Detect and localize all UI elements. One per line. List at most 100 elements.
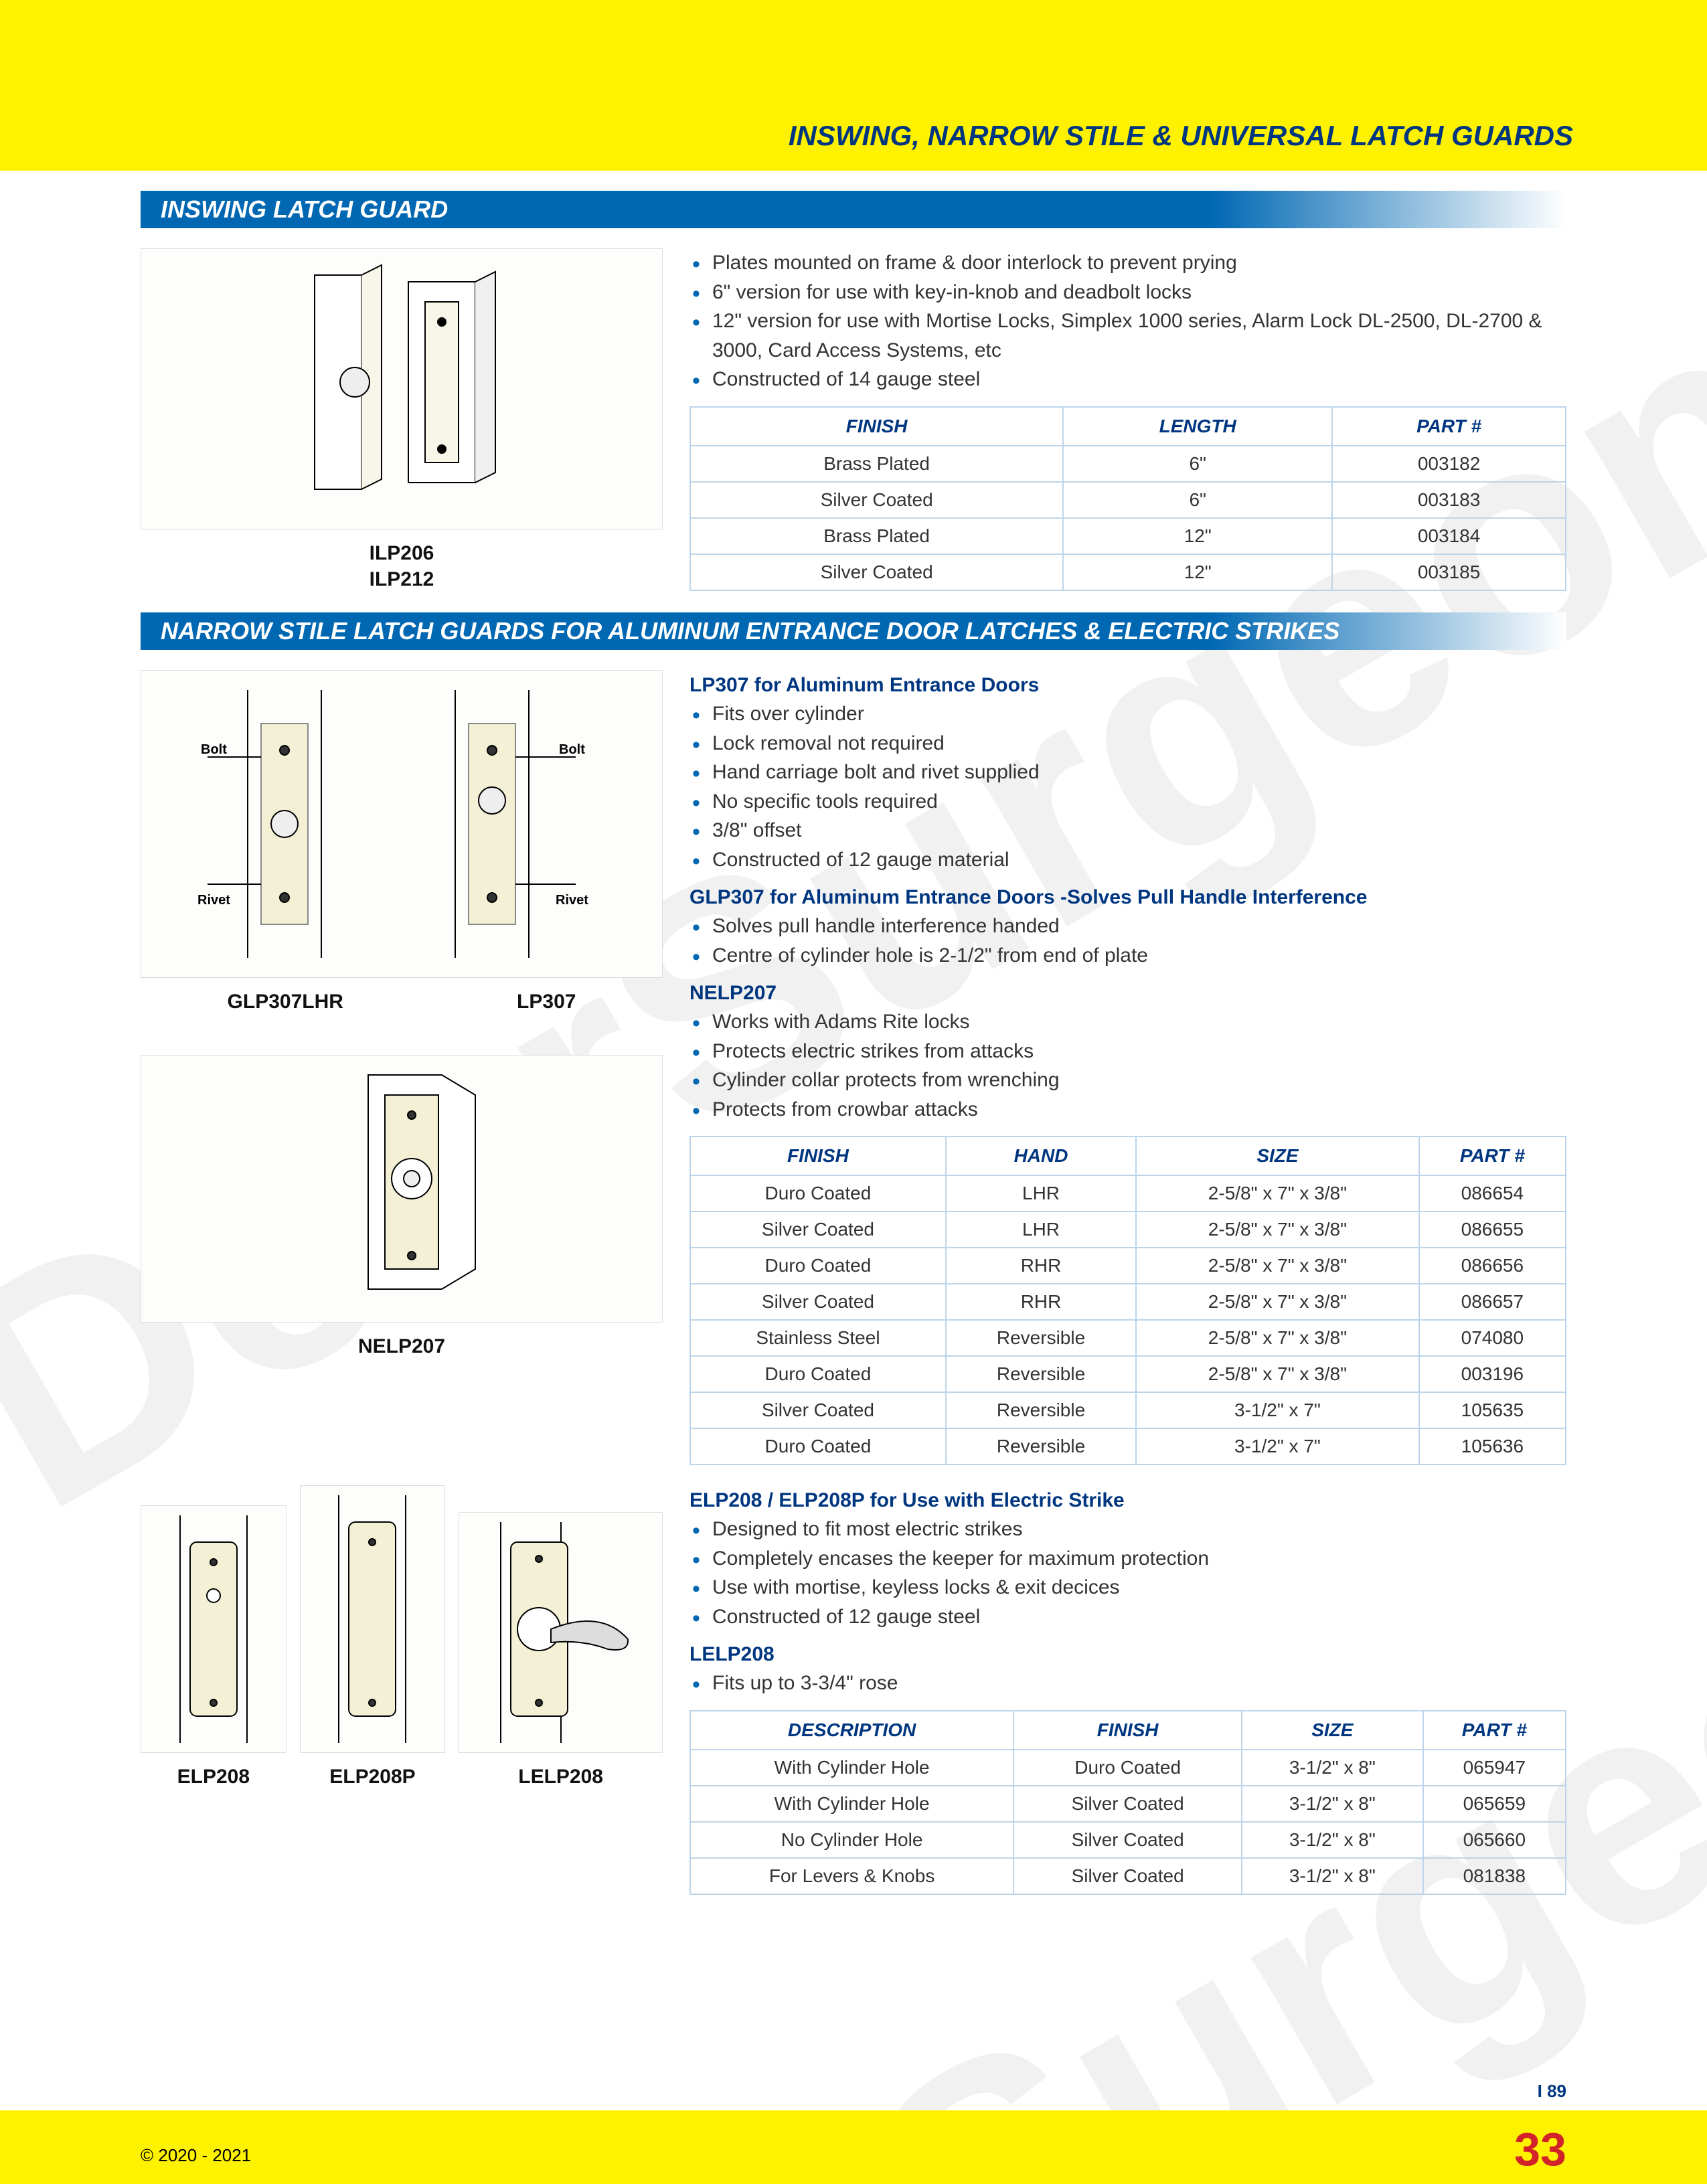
bullet-item: Fits over cylinder [689, 699, 1566, 729]
table-header: PART # [1332, 407, 1566, 446]
table-row: With Cylinder HoleSilver Coated3-1/2" x … [690, 1786, 1566, 1822]
table-cell: RHR [946, 1248, 1136, 1284]
table-cell: Brass Plated [690, 446, 1063, 482]
table-cell: 6" [1063, 482, 1332, 518]
bullet-item: Protects from crowbar attacks [689, 1095, 1566, 1124]
table-cell: 2-5/8" x 7" x 3/8" [1136, 1320, 1419, 1356]
table-cell: 105635 [1419, 1392, 1566, 1428]
table-row: Brass Plated12"003184 [690, 518, 1566, 554]
bullet-item: Designed to fit most electric strikes [689, 1515, 1566, 1544]
footer-bar: I 89 © 2020 - 2021 33 [0, 2110, 1707, 2184]
diagram-label: NELP207 [141, 1333, 663, 1359]
footer-page-number: 33 [1514, 2122, 1566, 2176]
diagram-label-text: LELP208 [459, 1764, 663, 1790]
diagram-nelp [141, 1055, 663, 1323]
spec-table-narrow1: FINISH HAND SIZE PART # Duro CoatedLHR2-… [689, 1136, 1566, 1465]
table-header: SIZE [1136, 1137, 1419, 1175]
table-cell: With Cylinder Hole [690, 1786, 1013, 1822]
diagram-label: GLP307LHR LP307 [141, 989, 663, 1015]
table-cell: Stainless Steel [690, 1320, 946, 1356]
table-cell: 105636 [1419, 1428, 1566, 1464]
diagram-label-text: ELP208P [300, 1764, 446, 1790]
diagram-ilp [141, 248, 663, 529]
table-cell: 086656 [1419, 1248, 1566, 1284]
subheading: LELP208 [689, 1643, 1566, 1666]
table-cell: 12" [1063, 518, 1332, 554]
table-cell: Reversible [946, 1392, 1136, 1428]
table-cell: 081838 [1423, 1858, 1566, 1894]
svg-text:Bolt: Bolt [201, 742, 227, 757]
bullet-item: Works with Adams Rite locks [689, 1007, 1566, 1037]
table-cell: 065659 [1423, 1786, 1566, 1822]
bullet-item: Protects electric strikes from attacks [689, 1037, 1566, 1066]
table-cell: 3-1/2" x 8" [1242, 1750, 1423, 1786]
svg-text:Bolt: Bolt [559, 742, 585, 757]
bullet-item: Completely encases the keeper for maximu… [689, 1544, 1566, 1574]
table-cell: Silver Coated [1013, 1786, 1242, 1822]
table-row: Brass Plated6"003182 [690, 446, 1566, 482]
bullet-list: Plates mounted on frame & door interlock… [689, 248, 1566, 394]
table-cell: Silver Coated [690, 1211, 946, 1248]
table-row: No Cylinder HoleSilver Coated3-1/2" x 8"… [690, 1822, 1566, 1858]
table-cell: 003182 [1332, 446, 1566, 482]
table-header: FINISH [690, 1137, 946, 1175]
diagram-glp-lp: Bolt Rivet Bolt Rivet [141, 670, 663, 978]
table-cell: Silver Coated [690, 554, 1063, 590]
table-row: Duro CoatedReversible2-5/8" x 7" x 3/8"0… [690, 1356, 1566, 1392]
bullet-list: Solves pull handle interference handed C… [689, 912, 1566, 970]
table-cell: Silver Coated [1013, 1822, 1242, 1858]
table-header: FINISH [1013, 1711, 1242, 1750]
table-cell: Reversible [946, 1356, 1136, 1392]
diagram-label-text: GLP307LHR [228, 989, 343, 1015]
svg-text:Rivet: Rivet [556, 893, 588, 908]
table-cell: 065660 [1423, 1822, 1566, 1858]
table-cell: Silver Coated [690, 1392, 946, 1428]
table-row: Stainless SteelReversible2-5/8" x 7" x 3… [690, 1320, 1566, 1356]
table-row: Duro CoatedLHR2-5/8" x 7" x 3/8"086654 [690, 1175, 1566, 1211]
table-row: Silver Coated6"003183 [690, 482, 1566, 518]
table-row: Silver CoatedRHR2-5/8" x 7" x 3/8"086657 [690, 1284, 1566, 1320]
bullet-item: Constructed of 14 gauge steel [689, 365, 1566, 394]
diagram-lelp208 [459, 1512, 663, 1753]
table-cell: Duro Coated [1013, 1750, 1242, 1786]
table-cell: For Levers & Knobs [690, 1858, 1013, 1894]
table-row: Duro CoatedRHR2-5/8" x 7" x 3/8"086656 [690, 1248, 1566, 1284]
section-heading-label: INSWING LATCH GUARD [161, 195, 448, 224]
table-row: For Levers & KnobsSilver Coated3-1/2" x … [690, 1858, 1566, 1894]
section-heading-narrow: NARROW STILE LATCH GUARDS FOR ALUMINUM E… [141, 612, 1566, 650]
table-row: Silver CoatedReversible3-1/2" x 7"105635 [690, 1392, 1566, 1428]
bullet-item: Centre of cylinder hole is 2-1/2" from e… [689, 941, 1566, 971]
diagram-label-text: ILP206 [141, 540, 663, 566]
table-header: DESCRIPTION [690, 1711, 1013, 1750]
table-cell: 3-1/2" x 8" [1242, 1822, 1423, 1858]
table-cell: Duro Coated [690, 1175, 946, 1211]
table-cell: LHR [946, 1175, 1136, 1211]
page-title: INSWING, NARROW STILE & UNIVERSAL LATCH … [789, 120, 1573, 152]
subheading: NELP207 [689, 982, 1566, 1005]
bullet-item: Cylinder collar protects from wrenching [689, 1066, 1566, 1095]
table-cell: LHR [946, 1211, 1136, 1248]
bullet-list: Works with Adams Rite locks Protects ele… [689, 1007, 1566, 1124]
table-row: Silver Coated12"003185 [690, 554, 1566, 590]
table-cell: 2-5/8" x 7" x 3/8" [1136, 1284, 1419, 1320]
table-cell: 3-1/2" x 8" [1242, 1858, 1423, 1894]
bullet-list: Fits over cylinder Lock removal not requ… [689, 699, 1566, 874]
section-heading-inswing: INSWING LATCH GUARD [141, 191, 1566, 228]
table-row: Silver CoatedLHR2-5/8" x 7" x 3/8"086655 [690, 1211, 1566, 1248]
table-cell: 2-5/8" x 7" x 3/8" [1136, 1248, 1419, 1284]
table-cell: No Cylinder Hole [690, 1822, 1013, 1858]
bullet-item: Constructed of 12 gauge steel [689, 1602, 1566, 1632]
table-cell: With Cylinder Hole [690, 1750, 1013, 1786]
bullet-item: Lock removal not required [689, 729, 1566, 758]
bullet-item: No specific tools required [689, 787, 1566, 817]
table-cell: 074080 [1419, 1320, 1566, 1356]
table-cell: 086654 [1419, 1175, 1566, 1211]
table-header: PART # [1419, 1137, 1566, 1175]
table-header: PART # [1423, 1711, 1566, 1750]
svg-text:Rivet: Rivet [197, 893, 230, 908]
table-cell: 12" [1063, 554, 1332, 590]
footer-index: I 89 [1538, 2081, 1566, 2102]
table-cell: 2-5/8" x 7" x 3/8" [1136, 1175, 1419, 1211]
diagram-elp208p [300, 1485, 446, 1753]
table-cell: 2-5/8" x 7" x 3/8" [1136, 1356, 1419, 1392]
